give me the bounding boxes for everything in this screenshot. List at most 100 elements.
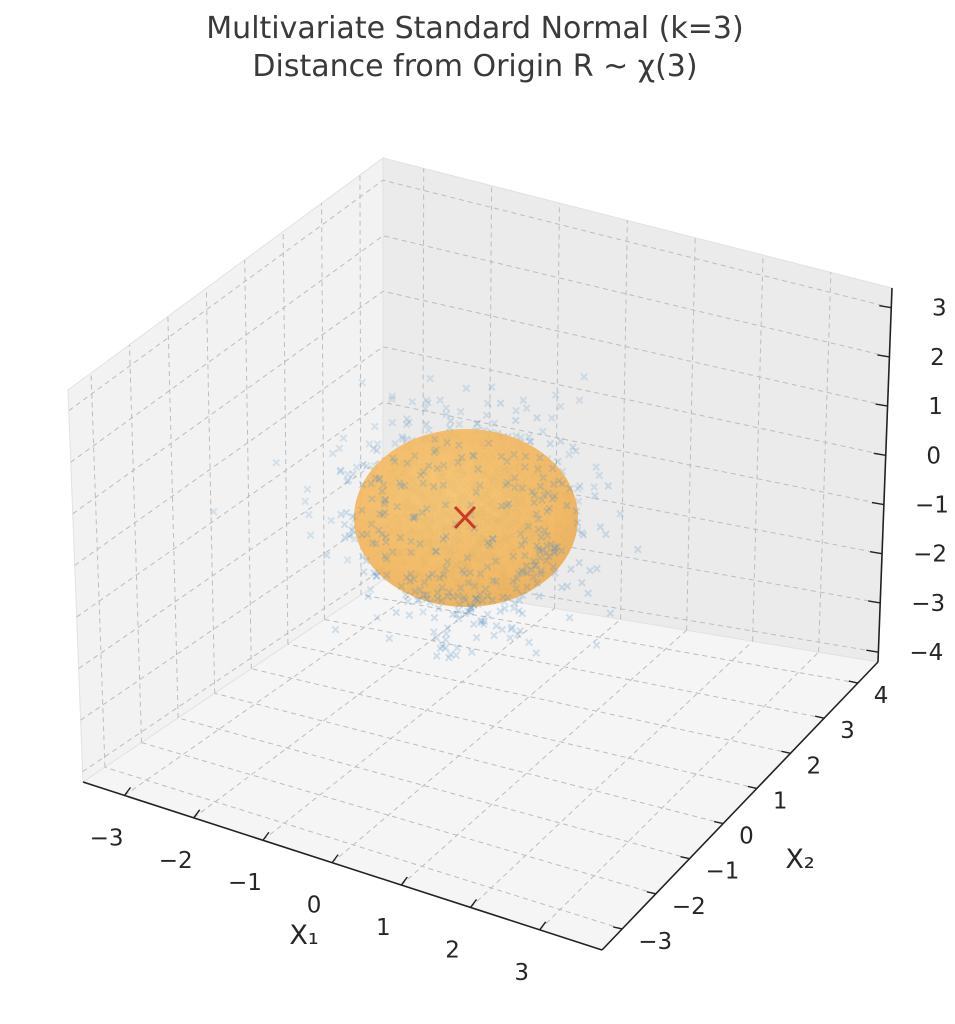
sample-point [472,419,481,428]
sample-point [566,484,574,493]
sample-point [497,502,506,511]
sample-point [443,438,451,447]
grid-z-4 [74,346,886,566]
sample-point [385,634,394,643]
grid-z-1 [80,512,881,721]
sample-point [381,533,390,542]
sample-point [382,571,391,579]
sample-point [510,483,519,492]
z-tick-label-5: 1 [928,394,943,420]
sample-point [364,592,373,601]
sample-point [352,463,361,472]
sample-point [553,457,562,466]
sample-point [441,643,450,652]
x-tick-mark-2 [262,831,270,841]
sample-point [548,464,557,473]
sample-point [606,609,615,618]
sample-point [530,491,539,500]
y-tick-label-3: 0 [739,824,754,850]
sample-point [488,596,497,605]
sample-point [429,628,438,636]
sample-point [372,446,381,455]
grid-x-back-1 [488,185,493,598]
sample-point [500,604,509,613]
sample-point [419,608,427,616]
sample-point [397,482,406,491]
sample-point [466,568,475,577]
sample-point [574,484,582,493]
sample-point [396,533,405,542]
sample-point [416,471,425,480]
sample-point [426,598,435,607]
x-tick-mark-6 [539,921,547,931]
sample-point [436,644,445,653]
sample-point [532,649,541,657]
sample-point [407,548,415,557]
sample-point [466,604,475,613]
sample-point [410,451,419,460]
sample-point [366,585,375,594]
sample-point [411,587,419,596]
sample-point [527,566,536,574]
sample-point [492,621,501,630]
sample-point [525,638,533,647]
sample-point [379,481,388,489]
grid-z-6 [70,235,890,463]
sample-point [380,496,389,505]
sample-point [408,397,417,406]
sample-point [422,396,431,405]
z-tick-label-6: 2 [930,345,945,371]
z-tick-mark-3 [871,501,885,506]
sample-point [573,518,582,527]
sample-point [335,444,344,453]
grid-y-floor-0 [104,766,623,930]
sample-point [519,396,528,405]
sample-point [433,594,442,603]
sample-point [503,593,512,602]
y-tick-mark-0 [613,926,623,930]
sample-point [513,574,521,583]
sample-point [540,526,549,535]
sample-point [586,566,594,575]
sample-point [456,407,465,416]
sample-point [400,481,409,490]
grid-y-left-6 [321,203,325,620]
sample-point [533,413,541,422]
sample-point [328,449,337,458]
sample-point [595,471,604,480]
z-axis-line [877,287,893,663]
sample-point [575,396,584,405]
sample-point [419,591,428,600]
sample-point [526,437,535,446]
sample-point [362,556,371,565]
sample-point [592,463,601,471]
sample-point [380,508,389,517]
sample-point [530,498,538,507]
sample-point [327,516,336,525]
sample-point [415,539,424,548]
sample-point [454,441,463,450]
sample-point [466,608,475,616]
sample-point [496,607,505,616]
sample-point [487,383,496,392]
sample-point [397,582,406,591]
sample-point [545,552,554,561]
sample-point [524,522,533,531]
z-tick-label-4: 0 [926,443,941,469]
sample-point [546,540,555,549]
sample-point [455,420,464,429]
sample-point [510,474,519,482]
sample-point [370,422,379,431]
sample-point [454,591,462,600]
sample-point [401,590,410,599]
sample-point [403,415,411,423]
sample-point [456,584,465,592]
sample-point [402,435,411,444]
sample-point [473,419,482,428]
sample-point [532,560,541,569]
sample-point [538,496,546,505]
sample-point [331,625,340,634]
sample-point [488,535,497,543]
sample-point [518,591,527,600]
sample-point [474,465,483,474]
